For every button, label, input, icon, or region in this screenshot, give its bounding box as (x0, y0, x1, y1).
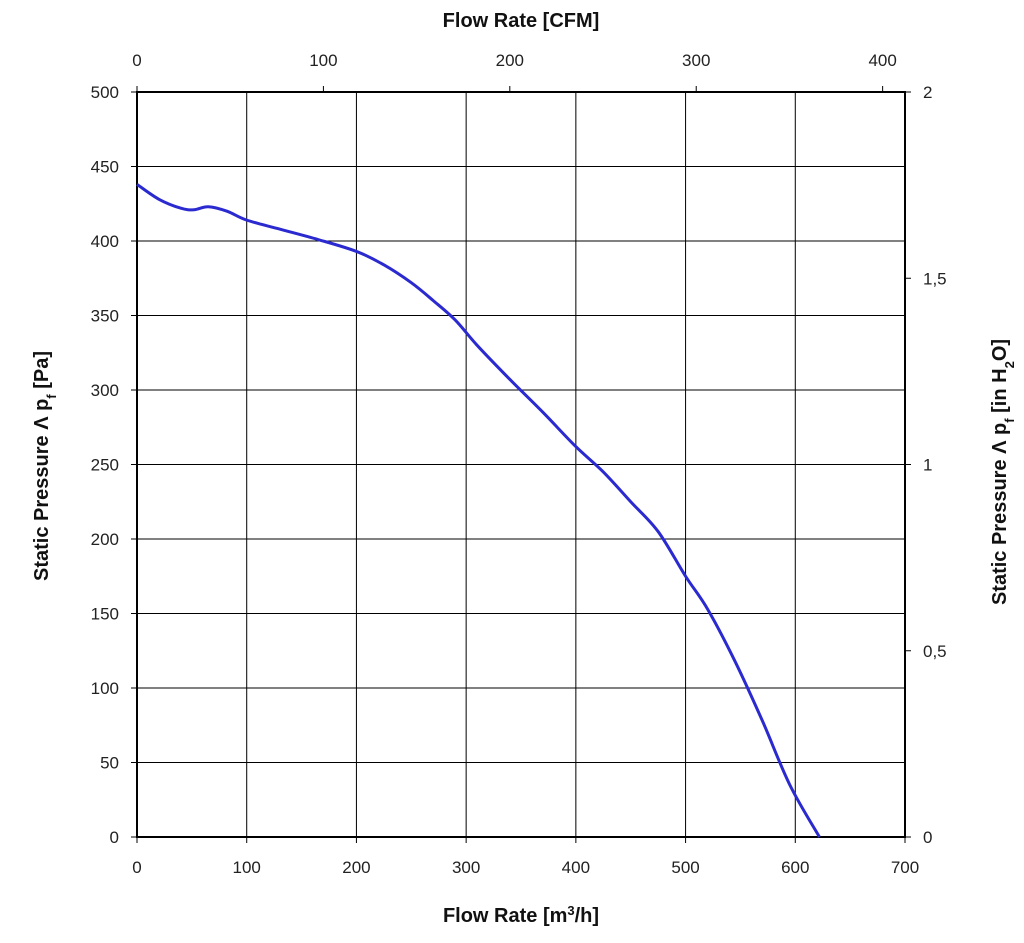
y-left-axis-title: Static Pressure Λ pf [Pa] (31, 351, 59, 581)
y-left-tick-label: 250 (91, 456, 119, 475)
x-bottom-axis-title: Flow Rate [m3/h] (443, 903, 599, 928)
x-top-axis-title: Flow Rate [CFM] (443, 10, 600, 32)
y-left-tick-label: 450 (91, 158, 119, 177)
y-right-axis-title: Static Pressure Λ pf [in H2O] (989, 339, 1017, 605)
y-left-tick-label: 500 (91, 83, 119, 102)
y-left-tick-label: 150 (91, 605, 119, 624)
x-top-tick-label: 200 (496, 51, 524, 70)
y-left-tick-label: 0 (110, 828, 119, 847)
x-bottom-tick-label: 300 (452, 858, 480, 877)
y-right-tick-label: 1,5 (923, 269, 947, 288)
x-bottom-tick-label: 500 (671, 858, 699, 877)
x-bottom-tick-label: 600 (781, 858, 809, 877)
y-right-tick-label: 2 (923, 83, 932, 102)
x-top-tick-label: 0 (132, 51, 141, 70)
y-left-tick-label: 50 (100, 754, 119, 773)
y-left-tick-label: 300 (91, 381, 119, 400)
y-right-tick-label: 0,5 (923, 642, 947, 661)
series-layer (136, 183, 821, 838)
x-bottom-tick-label: 100 (233, 858, 261, 877)
x-top-tick-label: 100 (309, 51, 337, 70)
plot-frame (136, 91, 906, 838)
x-bottom-tick-label: 700 (891, 858, 919, 877)
tick-labels: 0 100 200 300 400 500 600 700050100150200250300… (91, 51, 947, 877)
y-left-tick-label: 100 (91, 679, 119, 698)
series-line-fan-curve (136, 183, 821, 838)
y-right-tick-label: 0 (923, 828, 932, 847)
x-top-tick-label: 300 (682, 51, 710, 70)
y-right-tick-label: 1 (923, 456, 932, 475)
y-left-tick-label: 400 (91, 232, 119, 251)
x-top-tick-label: 400 (868, 51, 896, 70)
x-bottom-tick-label: 200 (342, 858, 370, 877)
grid-lines (131, 86, 911, 843)
y-left-tick-label: 200 (91, 530, 119, 549)
y-left-tick-label: 350 (91, 307, 119, 326)
x-bottom-tick-label: 0 (132, 858, 141, 877)
x-bottom-tick-label: 400 (562, 858, 590, 877)
